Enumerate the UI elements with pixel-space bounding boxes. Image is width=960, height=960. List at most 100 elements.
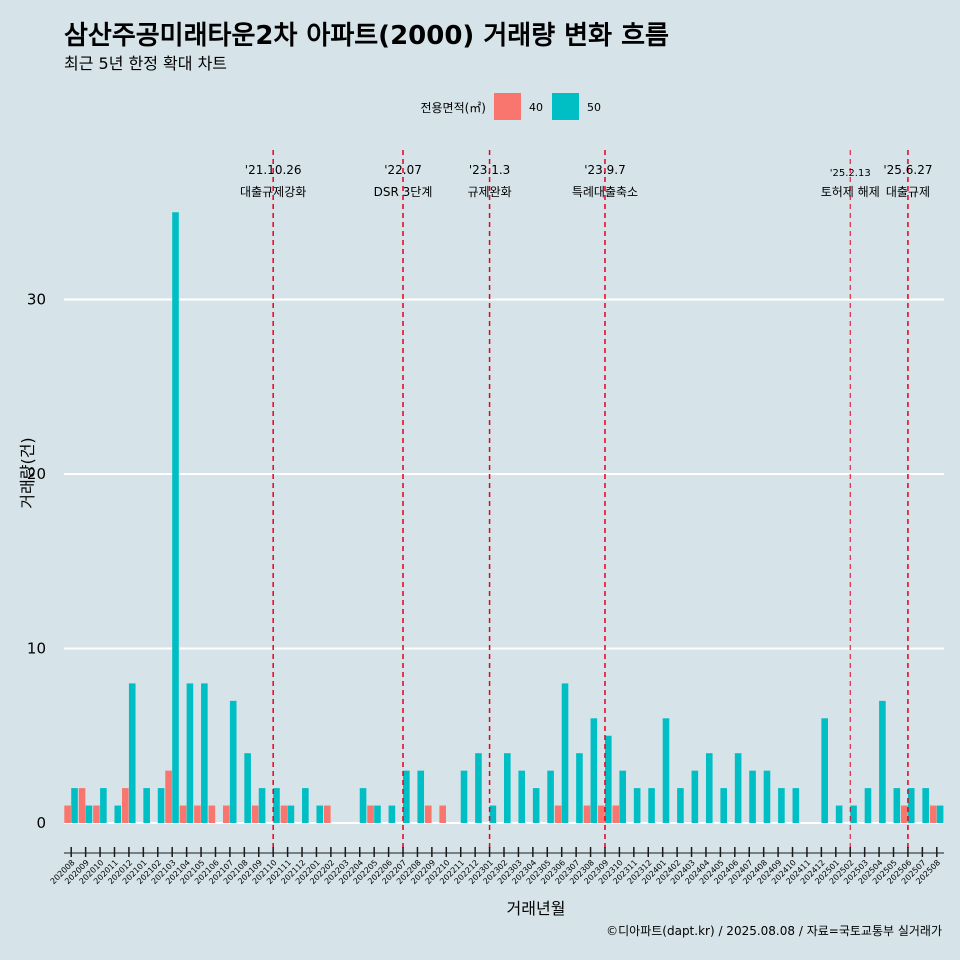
- bar-40-202209: [424, 805, 432, 823]
- bar-50-202204: [359, 788, 367, 823]
- bar-40-202309: [598, 805, 605, 823]
- bar-50-202404: [705, 753, 713, 823]
- event-date-1: '22.07: [384, 163, 422, 177]
- bar-40-202508: [929, 805, 937, 823]
- bar-40-202105: [194, 805, 201, 823]
- y-tick-label-10: 10: [27, 640, 46, 658]
- bar-50-202207: [403, 770, 410, 823]
- bar-50-202103: [172, 212, 179, 823]
- bar-50-202412: [821, 718, 828, 823]
- bar-50-202105: [201, 683, 208, 823]
- bar-40-202009: [78, 788, 86, 823]
- bar-50-202211: [460, 770, 468, 823]
- bar-40-202107: [222, 805, 230, 823]
- bar-50-202409: [778, 788, 785, 823]
- bar-50-202501: [835, 805, 843, 823]
- bar-40-202109: [251, 805, 259, 823]
- bar-40-202310: [612, 805, 620, 823]
- bar-40-202104: [179, 805, 187, 823]
- event-date-0: '21.10.26: [245, 163, 302, 177]
- bar-50-202507: [922, 788, 929, 823]
- y-axis: 0 10 20 30: [27, 291, 46, 833]
- bar-50-202111: [287, 805, 295, 823]
- event-label-1: DSR 3단계: [374, 185, 433, 199]
- bar-50-202312: [648, 788, 655, 823]
- bar-50-202107: [229, 700, 237, 823]
- bar-50-202301: [489, 805, 497, 823]
- bar-50-202201: [316, 805, 324, 823]
- bar-50-202401: [662, 718, 670, 823]
- event-lines: '21.10.26 대출규제강화 '22.07 DSR 3단계 '23.1.3 규제완화 '…: [240, 150, 932, 853]
- bar-40-202202: [323, 805, 331, 823]
- bar-50-202508: [936, 805, 944, 823]
- bar-40-202111: [280, 805, 288, 823]
- bar-50-202109: [258, 788, 266, 823]
- event-label-3: 특례대출축소: [572, 185, 638, 199]
- bar-50-202304: [532, 788, 540, 823]
- y-axis-title: 거래량(건): [18, 437, 37, 508]
- bar-50-202309: [604, 735, 612, 823]
- bar-50-202306: [561, 683, 569, 823]
- legend-title: 전용면적(㎡): [420, 101, 486, 115]
- bar-50-202009: [85, 805, 93, 823]
- legend: 전용면적(㎡) 40 50: [420, 93, 601, 120]
- bar-50-202112: [302, 788, 309, 823]
- bar-50-202505: [893, 788, 901, 823]
- x-axis-title: 거래년월: [507, 899, 566, 918]
- legend-swatch-50: [552, 93, 579, 120]
- bar-40-202308: [583, 805, 591, 823]
- bar-50-202403: [691, 770, 699, 823]
- bar-50-202503: [864, 788, 872, 823]
- bar-50-202406: [734, 753, 742, 823]
- bar-50-202405: [720, 788, 728, 823]
- event-date-3: '23.9.7: [584, 163, 625, 177]
- bar-40-202012: [122, 788, 129, 823]
- bar-50-202101: [143, 788, 150, 823]
- bar-50-202205: [374, 805, 381, 823]
- bar-50-202305: [547, 770, 554, 823]
- event-label-4: 토허제 해제: [821, 185, 880, 199]
- chart-title: 삼산주공미래타운2차 아파트(2000) 거래량 변화 흐름: [64, 21, 669, 51]
- y-tick-label-20: 20: [27, 465, 46, 483]
- bar-50-202407: [749, 770, 756, 823]
- legend-swatch-40: [494, 93, 521, 120]
- bar-50-202011: [114, 805, 122, 823]
- grid: [64, 298, 944, 824]
- bar-50-202410: [792, 788, 800, 823]
- bar-40-202506: [901, 805, 908, 823]
- bar-40-202103: [165, 770, 172, 823]
- chart-subtitle: 최근 5년 한정 확대 차트: [64, 54, 227, 73]
- y-tick-label-0: 0: [36, 814, 46, 832]
- bar-50-202308: [590, 718, 598, 823]
- event-date-5: '25.6.27: [883, 163, 932, 177]
- bar-50-202303: [518, 770, 526, 823]
- bar-50-202408: [763, 770, 771, 823]
- event-label-0: 대출규제강화: [240, 185, 306, 199]
- bar-50-202102: [157, 788, 165, 823]
- bar-50-202206: [388, 805, 396, 823]
- bar-50-202212: [475, 753, 482, 823]
- y-tick-label-30: 30: [27, 291, 46, 309]
- bar-40-202010: [93, 805, 100, 823]
- bar-50-202506: [907, 788, 915, 823]
- bar-50-202502: [850, 805, 857, 823]
- legend-label-50: 50: [587, 101, 601, 114]
- x-axis: 2020082020092020102020112020122021012021…: [49, 847, 944, 886]
- event-label-5: 대출규제: [886, 185, 930, 199]
- bar-50-202008: [71, 788, 78, 823]
- caption: ©디아파트(dapt.kr) / 2025.08.08 / 자료=국토교통부 실…: [606, 924, 942, 938]
- bar-40-202205: [367, 805, 374, 823]
- event-date-2: '23.1.3: [469, 163, 510, 177]
- event-label-2: 규제완화: [467, 185, 511, 199]
- bar-40-202008: [64, 805, 71, 823]
- bar-40-202306: [554, 805, 562, 823]
- bar-50-202302: [504, 753, 511, 823]
- legend-label-40: 40: [529, 101, 543, 114]
- bar-40-202106: [208, 805, 216, 823]
- bar-50-202010: [100, 788, 107, 823]
- bar-50-202310: [619, 770, 627, 823]
- event-date-4: '25.2.13: [830, 168, 871, 179]
- bar-50-202208: [417, 770, 425, 823]
- bars: [64, 212, 944, 823]
